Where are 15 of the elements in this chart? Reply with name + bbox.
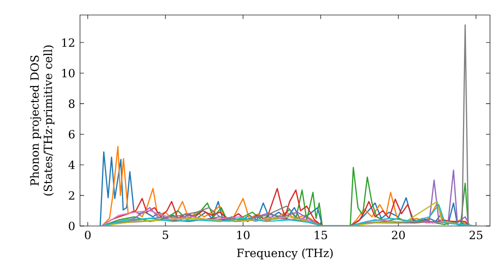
x-tick-label: 10: [237, 230, 250, 240]
y-axis-title: Phonon projected DOS (States/THz·primitive cell): [30, 45, 54, 196]
y-tick-label: 12: [62, 38, 74, 47]
y-tick-label: 10: [62, 68, 75, 78]
x-tick-label: 25: [470, 230, 482, 240]
y-tick-label: 4: [68, 160, 75, 170]
x-tick-label: 0: [84, 230, 91, 240]
x-axis-title: Frequency (THz): [237, 248, 333, 260]
y-tick-label: 6: [68, 130, 75, 139]
x-tick-label: 20: [392, 230, 405, 240]
x-tick-label: 15: [314, 230, 328, 240]
x-tick-label: 5: [162, 230, 168, 240]
y-tick-label: 2: [68, 191, 74, 200]
y-tick-label: 8: [68, 99, 75, 108]
y-tick-label: 0: [68, 222, 75, 230]
